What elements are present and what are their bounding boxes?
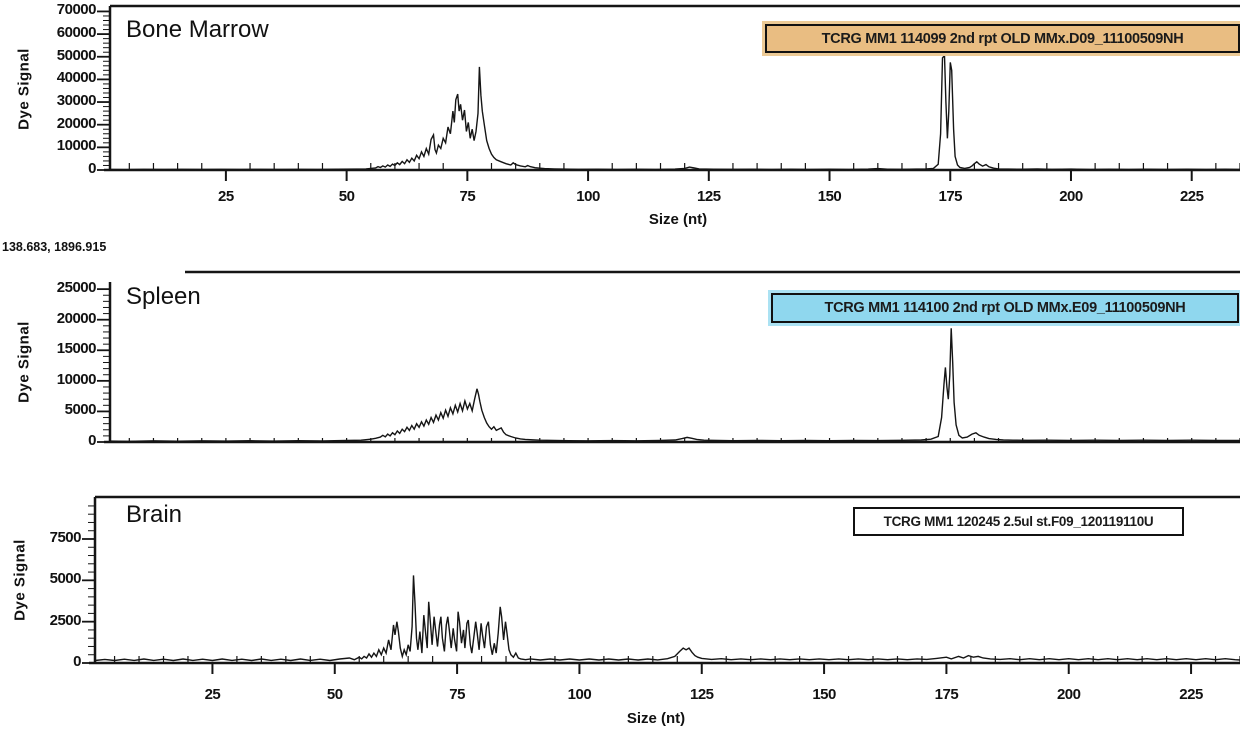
x-tick-label: 75 bbox=[449, 686, 465, 703]
brain-trace bbox=[94, 575, 1240, 662]
spleen-trace bbox=[109, 328, 1240, 443]
x-tick-label: 200 bbox=[1056, 686, 1081, 703]
y-axis-title-spleen: Dye Signal bbox=[15, 321, 33, 403]
x-tick-label: 50 bbox=[338, 188, 355, 205]
x-tick-label: 100 bbox=[576, 188, 600, 205]
cursor-coordinates-readout: 138.683, 1896.915 bbox=[2, 240, 107, 254]
x-tick-label: 125 bbox=[689, 686, 714, 703]
sample-id-box-brain: TCRG MM1 120245 2.5ul st.F09_120119110U bbox=[853, 507, 1184, 536]
y-tick-label: 0 bbox=[88, 160, 96, 177]
sample-id-box-spleen: TCRG MM1 114100 2nd rpt OLD MMx.E09_1110… bbox=[771, 293, 1239, 323]
x-axis-title-brain: Size (nt) bbox=[626, 710, 686, 727]
y-tick-label: 60000 bbox=[56, 24, 97, 42]
y-tick-label: 5000 bbox=[49, 570, 82, 588]
y-tick-label: 20000 bbox=[56, 114, 97, 132]
y-tick-label: 0 bbox=[88, 432, 96, 449]
x-tick-label: 200 bbox=[1059, 188, 1083, 205]
panel-title-spleen: Spleen bbox=[126, 283, 201, 310]
y-tick-label: 25000 bbox=[56, 279, 97, 297]
bone-marrow-trace bbox=[109, 53, 1240, 171]
y-tick-label: 7500 bbox=[49, 528, 82, 546]
x-tick-label: 100 bbox=[567, 686, 592, 703]
panel-title-brain: Brain bbox=[126, 501, 183, 528]
y-tick-label: 50000 bbox=[56, 46, 97, 64]
y-tick-label: 10000 bbox=[56, 137, 97, 155]
x-tick-label: 225 bbox=[1179, 686, 1203, 703]
x-tick-label: 25 bbox=[218, 188, 234, 205]
y-tick-label: 2500 bbox=[49, 611, 82, 629]
x-tick-label: 150 bbox=[817, 188, 842, 205]
x-tick-label: 125 bbox=[697, 188, 721, 205]
panel-title-bone-marrow: Bone Marrow bbox=[126, 16, 269, 43]
x-tick-label: 75 bbox=[459, 188, 476, 205]
y-axis-title-bone-marrow: Dye Signal bbox=[15, 48, 33, 130]
y-axis-title-brain: Dye Signal bbox=[11, 539, 29, 621]
x-tick-label: 225 bbox=[1179, 188, 1204, 205]
x-tick-label: 50 bbox=[326, 686, 343, 703]
sample-id-box-bone-marrow: TCRG MM1 114099 2nd rpt OLD MMx.D09_1110… bbox=[765, 24, 1240, 53]
y-tick-label: 0 bbox=[73, 653, 81, 670]
x-tick-label: 25 bbox=[204, 686, 221, 703]
y-tick-label: 5000 bbox=[64, 401, 97, 419]
x-tick-label: 175 bbox=[938, 188, 963, 205]
x-tick-label: 175 bbox=[934, 686, 959, 703]
y-tick-label: 20000 bbox=[56, 309, 97, 327]
y-tick-label: 70000 bbox=[56, 1, 97, 19]
y-tick-label: 15000 bbox=[56, 340, 97, 358]
y-tick-label: 10000 bbox=[56, 370, 97, 388]
y-tick-label: 30000 bbox=[56, 92, 97, 110]
x-axis-title-bone-marrow: Size (nt) bbox=[648, 211, 708, 228]
y-tick-label: 40000 bbox=[56, 69, 97, 87]
x-tick-label: 150 bbox=[812, 686, 836, 703]
